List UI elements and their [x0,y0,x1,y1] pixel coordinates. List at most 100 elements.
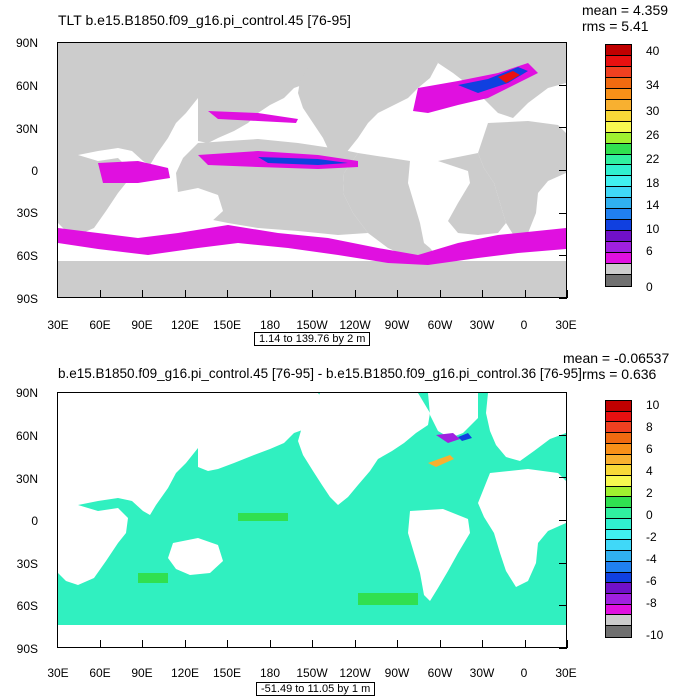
panel2-map [57,392,567,648]
colorbar-label: 18 [646,176,660,190]
ocean-equatorial-core [258,157,348,165]
colorbar-swatch [606,465,631,477]
axis-tick [312,290,313,298]
colorbar-swatch [606,165,631,177]
colorbar-swatch [606,198,631,210]
axis-tick [142,640,143,648]
panel2-lon-30e-end: 30E [555,666,577,680]
panel2-lat-0: 0 [31,514,38,528]
panel2-lon-150w: 150W [296,666,328,680]
panel2-lon-150e: 150E [212,666,242,680]
panel2-lon-90w: 90W [384,666,410,680]
panel1-lat-60s: 60S [16,249,38,263]
axis-tick [559,605,567,607]
axis-tick [184,290,186,298]
colorbar-swatch [606,529,631,541]
panel1-lat-30n: 30N [15,122,38,136]
anomaly-green-1 [138,573,168,583]
axis-tick [354,290,356,298]
ocean-southern-band [58,225,566,265]
colorbar-swatch [606,401,631,412]
panel1-mean: mean = 4.359 [582,2,669,18]
colorbar-swatch [606,77,631,89]
axis-tick [99,640,101,648]
panel2-mean: mean = -0.06537 [563,350,670,366]
colorbar-swatch [606,518,631,530]
colorbar-swatch [606,411,631,423]
axis-tick [559,648,567,649]
panel1-rms: rms = 5.41 [582,18,649,34]
axis-tick [559,212,567,214]
axis-tick [559,170,567,171]
panel1-lon-90e: 90E [131,318,153,332]
axis-tick [524,290,526,298]
colorbar-swatch [606,253,631,265]
axis-tick [559,520,567,521]
panel1-lon-90w: 90W [384,318,410,332]
axis-tick [559,392,567,393]
colorbar-label: 10 [646,222,660,236]
colorbar-label: -4 [646,552,657,566]
colorbar-label: 6 [646,244,653,258]
land-north-america [298,43,438,161]
axis-tick [397,640,398,648]
panel2-lon-0: 0 [520,666,528,680]
colorbar-swatch [606,561,631,573]
land-africa-east [478,469,566,587]
colorbar-swatch [606,88,631,100]
axis-tick [227,290,228,298]
axis-tick [559,42,567,43]
colorbar-swatch [606,154,631,166]
panel2-lat-60n: 60N [15,429,38,443]
panel2-map-svg [58,393,566,647]
panel2-rms: rms = 0.636 [582,366,657,382]
colorbar-swatch [606,593,631,605]
panel1-lat-90s: 90S [16,292,38,306]
colorbar-swatch [606,615,631,627]
panel2-title: b.e15.B1850.f09_g16.pi_control.45 [76-95… [58,366,582,381]
colorbar-swatch [606,486,631,498]
colorbar-swatch [606,540,631,552]
axis-tick [397,290,398,298]
axis-tick [559,84,567,86]
ocean-indian [98,161,170,183]
panel1-lon-60e: 60E [89,318,111,332]
land-australia [168,188,223,225]
colorbar-label: -2 [646,530,657,544]
axis-tick [524,640,526,648]
colorbar-swatch [606,231,631,243]
axis-tick [439,640,441,648]
colorbar-swatch [606,187,631,199]
panel2-lat-60s: 60S [16,599,38,613]
land-asia-europe [58,393,198,515]
anomaly-north-atlantic-hot [428,455,454,467]
colorbar-swatch [606,264,631,276]
panel2-lat-90n: 90N [15,386,38,400]
colorbar-label: 22 [646,152,660,166]
land-australia [168,538,223,575]
panel2-lon-90e: 90E [131,666,153,680]
colorbar-swatch [606,454,631,466]
colorbar-swatch [606,583,631,594]
panel1-contour-range: 1.14 to 139.76 by 2 m [254,332,371,346]
axis-tick [482,640,483,648]
land-africa [58,505,128,585]
colorbar-swatch [606,551,631,562]
ocean-north-pacific [208,111,298,123]
panel2-contour-range: -51.49 to 11.05 by 1 m [256,682,376,696]
panel2-lon-60w: 60W [427,666,453,680]
colorbar-swatch [606,433,631,444]
colorbar-swatch [606,220,631,232]
axis-tick [559,298,567,299]
colorbar-label: 4 [646,464,653,478]
panel2-colorbar-labels: 10 8 6 4 2 0 -2 -4 -6 -8 -10 [640,390,680,650]
panel1-colorbar [605,44,632,287]
panel1-title: TLT b.e15.B1850.f09_g16.pi_control.45 [7… [58,12,351,28]
panel1-lon-30e: 30E [47,318,69,332]
colorbar-label: -6 [646,574,657,588]
colorbar-swatch [606,209,631,221]
panel2-lon-120w: 120W [339,666,371,680]
axis-tick [312,640,313,648]
panel1-lon-150w: 150W [296,318,328,332]
colorbar-label: 8 [646,420,653,434]
